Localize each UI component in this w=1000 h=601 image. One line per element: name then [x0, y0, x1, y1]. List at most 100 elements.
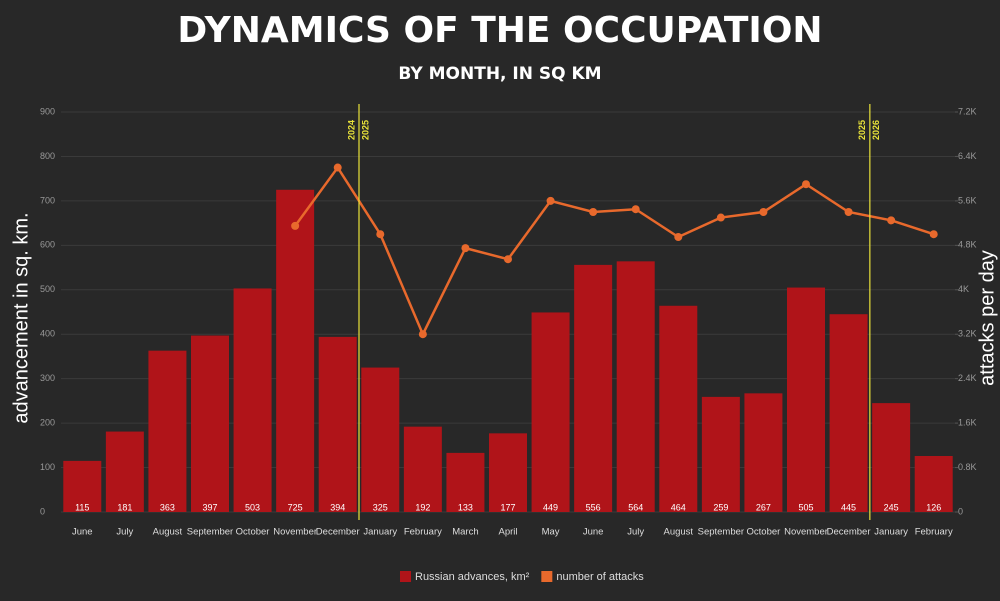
line-point [759, 208, 768, 216]
x-tick-label: August [153, 527, 183, 538]
bar-value-label: 115 [75, 502, 89, 512]
bar [659, 305, 698, 512]
bar-value-label: 503 [245, 502, 260, 512]
bar-value-label: 177 [500, 502, 515, 512]
bar-value-label: 397 [202, 502, 217, 512]
bar-value-label: 267 [756, 502, 771, 512]
legend-swatch [541, 571, 553, 582]
x-tick-label: February [404, 527, 442, 538]
x-tick-label: October [747, 527, 781, 538]
line-point [674, 233, 683, 241]
chart-title: DYNAMICS OF THE OCCUPATION [177, 10, 822, 51]
year-label: 2025 [857, 120, 867, 140]
bar-value-label: 449 [543, 502, 558, 512]
y-tick-label: 200 [40, 417, 55, 427]
bar [872, 403, 911, 512]
y2-tick-label: 4K [958, 284, 969, 294]
bar-value-label: 394 [330, 502, 345, 512]
bar-value-label: 363 [160, 502, 175, 512]
bar [787, 287, 825, 512]
y2-tick-label: 2.4K [958, 373, 977, 383]
bar [574, 264, 613, 512]
bar [744, 393, 783, 512]
x-tick-label: December [827, 527, 871, 538]
y2-tick-label: 0 [958, 506, 963, 516]
bar-value-label: 133 [458, 502, 473, 512]
bar-value-label: 259 [713, 502, 728, 512]
bar [531, 312, 570, 512]
bar-value-label: 445 [841, 502, 856, 512]
bar-value-label: 564 [628, 502, 643, 512]
year-label: 2025 [360, 120, 370, 140]
x-tick-label: May [542, 527, 560, 538]
y2-tick-label: 4.8K [958, 240, 977, 250]
y-tick-label: 600 [40, 240, 55, 250]
y-tick-label: 500 [40, 284, 55, 294]
x-tick-label: January [363, 527, 397, 538]
bar-value-label: 181 [117, 502, 132, 512]
bar [233, 288, 272, 512]
line-point [376, 230, 385, 239]
y-tick-label: 700 [40, 195, 55, 205]
y2-tick-label: 1.6K [958, 417, 977, 427]
x-tick-label: July [627, 527, 644, 538]
x-tick-label: December [316, 527, 360, 538]
x-tick-label: October [236, 527, 270, 538]
bar [489, 433, 527, 512]
line-point [716, 213, 725, 222]
x-tick-label: April [498, 527, 517, 538]
line-point [844, 208, 853, 216]
bar [616, 261, 655, 512]
line-point [929, 230, 938, 239]
legend-label: number of attacks [556, 571, 644, 583]
line-point [589, 208, 598, 216]
bar-value-label: 245 [884, 502, 899, 512]
y-axis-title: advancement in sq. km. [10, 212, 32, 423]
y-tick-label: 300 [40, 373, 55, 383]
bar-value-label: 325 [373, 502, 388, 512]
x-tick-label: November [273, 527, 317, 538]
bar [63, 460, 102, 512]
line-point [631, 205, 640, 214]
bar [446, 452, 485, 512]
chart-subtitle: BY MONTH, IN SQ KM [398, 64, 601, 84]
x-tick-label: January [874, 527, 908, 538]
x-tick-label: March [452, 527, 478, 538]
bar-value-label: 556 [586, 502, 601, 512]
year-label: 2026 [871, 120, 881, 140]
y-tick-label: 0 [40, 506, 45, 516]
bar-value-label: 192 [415, 502, 430, 512]
bar [914, 456, 953, 512]
legend-label: Russian advances, km² [415, 571, 530, 583]
bar-value-label: 505 [798, 502, 813, 512]
line-point [546, 196, 555, 205]
bar [701, 396, 740, 512]
line-point [291, 221, 300, 230]
bar-value-label: 464 [671, 502, 686, 512]
x-tick-label: July [116, 527, 133, 538]
line-point [418, 330, 427, 339]
y-tick-label: 800 [40, 151, 55, 161]
bar [829, 314, 868, 512]
line [294, 165, 935, 338]
bar [318, 336, 357, 512]
legend-swatch [400, 571, 411, 582]
line-point [887, 216, 896, 225]
bar [403, 426, 442, 512]
y2-tick-label: 6.4K [958, 151, 977, 161]
year-label: 2024 [346, 120, 356, 140]
line-point [333, 163, 342, 172]
line-point [504, 255, 512, 264]
x-tick-label: August [663, 527, 693, 538]
bar [105, 431, 144, 512]
y2-tick-label: 5.6K [958, 195, 977, 205]
y2-tick-label: 3.2K [958, 329, 977, 339]
bar [148, 350, 187, 512]
y2-tick-label: 0.8K [958, 462, 977, 472]
bar [361, 367, 400, 512]
x-tick-label: September [187, 527, 233, 538]
y-tick-label: 100 [40, 462, 55, 472]
y2-axis-title: attacks per day [976, 250, 998, 386]
bar-value-label: 126 [926, 502, 941, 512]
